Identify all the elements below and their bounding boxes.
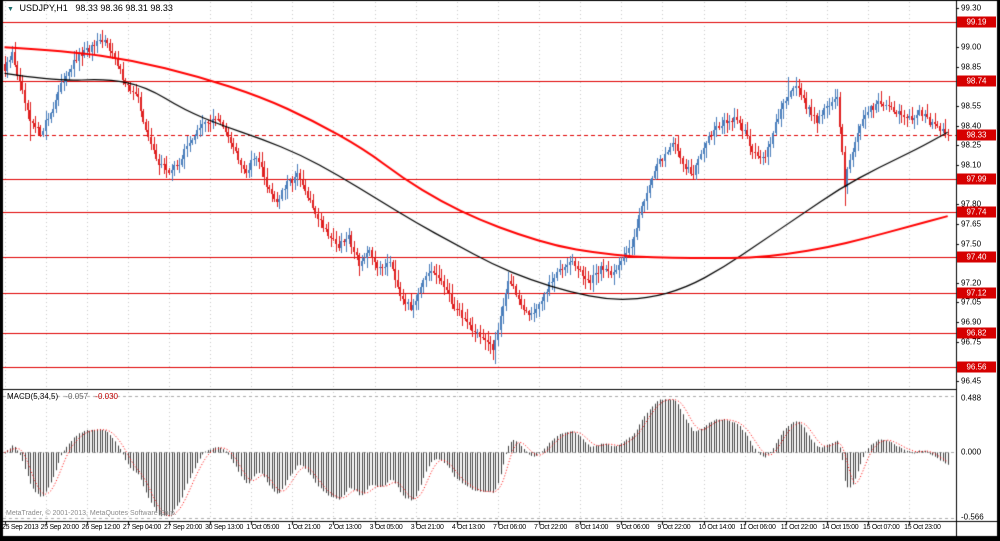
price-tick-label: 98.25 xyxy=(961,140,982,150)
price-tick-label: 96.45 xyxy=(961,376,982,386)
price-tick-label: 98.10 xyxy=(961,160,982,170)
macd-name: MACD(5,34,5) xyxy=(7,392,59,401)
time-tick-label: 27 Sep 04:00 xyxy=(122,524,161,531)
price-tick-label: 98.40 xyxy=(961,121,982,131)
time-tick-label: 4 Oct 13:00 xyxy=(451,524,485,531)
price-level-badge: 97.40 xyxy=(957,251,996,263)
time-tick-label: 3 Oct 21:00 xyxy=(410,524,444,531)
time-tick-label: 7 Oct 06:00 xyxy=(492,524,526,531)
time-tick-label: 9 Oct 06:00 xyxy=(616,524,650,531)
time-tick-label: 10 Oct 14:00 xyxy=(698,524,736,531)
time-tick-label: 8 Oct 14:00 xyxy=(575,524,609,531)
price-level-badge: 98.74 xyxy=(957,75,996,87)
price-tick-label: 98.55 xyxy=(961,101,982,111)
price-tick-label: 97.65 xyxy=(961,219,982,229)
macd-value: -0.057 xyxy=(65,392,89,401)
time-tick-label: 15 Oct 07:00 xyxy=(863,524,900,531)
price-tick-label: 97.05 xyxy=(961,297,982,307)
price-tick-label: 96.75 xyxy=(961,337,982,347)
macd-scale-label: 0.000 xyxy=(961,447,982,457)
time-tick-label: 1 Oct 21:00 xyxy=(287,524,321,531)
price-tick-label: 97.20 xyxy=(961,278,982,288)
price-level-badge: 96.56 xyxy=(957,361,996,373)
time-tick-label: 15 Oct 23:00 xyxy=(904,524,941,531)
price-tick-label: 98.85 xyxy=(961,62,982,72)
macd-scale-label: -0.566 xyxy=(961,512,984,522)
price-tick-label: 97.80 xyxy=(961,199,982,209)
current-price-badge: 98.33 xyxy=(957,129,996,141)
price-level-badge: 97.74 xyxy=(957,206,996,218)
price-level-badge: 97.12 xyxy=(957,287,996,299)
chart-title-symbol: USDJPY,H1 xyxy=(19,3,68,13)
time-tick-label: 25 Sep 20:00 xyxy=(40,524,79,531)
chart-title-ohlc: 98.33 98.36 98.31 98.33 xyxy=(75,3,173,13)
price-level-badge: 97.99 xyxy=(957,173,996,185)
time-tick-label: 27 Sep 20:00 xyxy=(163,524,203,531)
time-tick-label: 11 Oct 06:00 xyxy=(739,524,776,531)
time-tick-label: 2 Oct 13:00 xyxy=(328,524,362,531)
price-tick-label: 99.00 xyxy=(961,42,982,52)
chart-marker-icon: ▼ xyxy=(7,6,14,13)
time-tick-label: 9 Oct 22:00 xyxy=(657,524,691,531)
price-level-badge: 96.82 xyxy=(957,327,996,339)
time-tick-label: 26 Sep 12:00 xyxy=(81,524,120,531)
time-tick-label: 11 Oct 22:00 xyxy=(780,524,817,531)
price-tick-label: 96.90 xyxy=(961,317,982,327)
time-tick-label: 25 Sep 2013 xyxy=(2,524,39,531)
time-tick-label: 1 Oct 05:00 xyxy=(246,524,280,531)
time-tick-label: 30 Sep 13:00 xyxy=(205,524,244,531)
chart-title: ▼ USDJPY,H1 98.33 98.36 98.31 98.33 xyxy=(7,3,173,13)
macd-signal-value: -0.030 xyxy=(95,392,118,401)
time-tick-label: 3 Oct 05:00 xyxy=(369,524,403,531)
price-tick-label: 97.50 xyxy=(961,239,982,249)
time-tick-label: 7 Oct 22:00 xyxy=(534,524,567,531)
macd-indicator-label: MACD(5,34,5) -0.057 -0.030 xyxy=(7,392,118,401)
copyright-text: MetaTrader, © 2001-2013, MetaQuotes Soft… xyxy=(6,510,177,517)
price-level-badge: 99.19 xyxy=(957,16,996,28)
time-tick-label: 14 Oct 15:00 xyxy=(821,524,859,531)
price-tick-label: 99.30 xyxy=(961,3,982,13)
macd-scale-label: 0.488 xyxy=(961,393,982,403)
